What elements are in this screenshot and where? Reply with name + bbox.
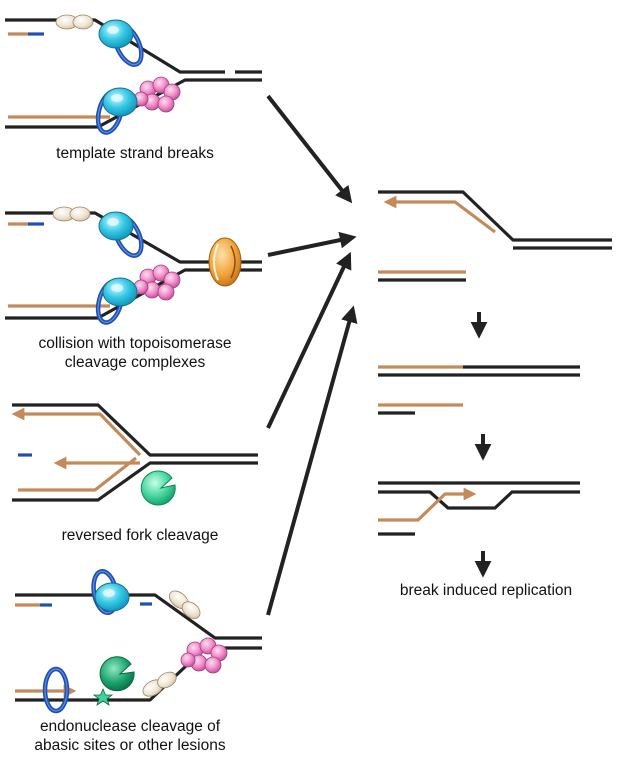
resected-end-intermediate xyxy=(378,365,580,415)
arrow-from-panel-2 xyxy=(267,231,357,257)
arrow-from-panel-3 xyxy=(266,251,352,429)
broken-fork-intermediate xyxy=(378,190,612,282)
outcome-caption: break induced replication xyxy=(400,582,572,599)
nuclease-icon xyxy=(140,470,176,506)
panel-2-caption-line-2: cleavage complexes xyxy=(65,354,206,371)
converging-arrows xyxy=(266,94,358,616)
panel-2-caption-line-1: collision with topoisomerase xyxy=(39,335,232,352)
panel-topoisomerase-collision: collision with topoisomerase cleavage co… xyxy=(5,206,262,371)
lesion-star-icon xyxy=(92,687,114,706)
panel-4-caption-line-1: endonuclease cleavage of xyxy=(40,718,221,735)
arrow-from-panel-1 xyxy=(266,94,353,204)
strand-invasion-d-loop xyxy=(378,481,580,536)
topoisomerase-icon xyxy=(208,237,242,287)
panel-endonuclease-cleavage: endonuclease cleavage of abasic sites or… xyxy=(15,569,262,754)
panel-4-caption-line-2: abasic sites or other lesions xyxy=(34,737,226,754)
panel-1-caption: template strand breaks xyxy=(56,145,214,162)
panel-reversed-fork-cleavage: reversed fork cleavage xyxy=(11,403,258,544)
panel-3-caption: reversed fork cleavage xyxy=(62,527,219,544)
nuclease-icon xyxy=(99,656,135,692)
panel-template-strand-breaks: template strand breaks xyxy=(5,14,262,162)
arrow-from-panel-4 xyxy=(266,305,358,616)
